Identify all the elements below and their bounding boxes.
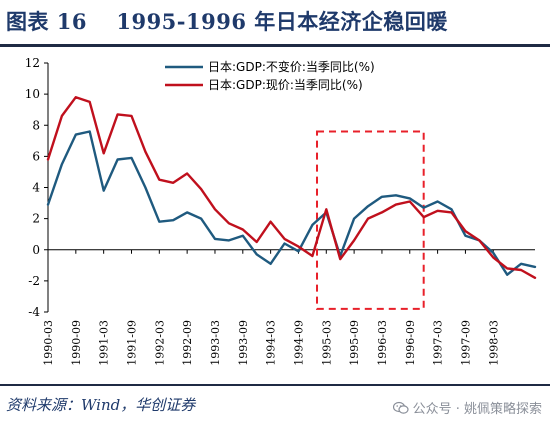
line-chart: -4 -2 0 2 4 6 8 10 12 1990-03 1990-09 1991-03 1991-0…: [25, 56, 537, 366]
x-tick-label: 1997-03: [432, 320, 445, 366]
x-tick-label: 1992-09: [181, 320, 194, 366]
legend-label: 日本:GDP:不变价:当季同比(%): [208, 59, 375, 74]
series-line-real-gdp: [46, 130, 537, 276]
x-tick-label: 1998-03: [487, 320, 500, 366]
footer-divider: [0, 384, 550, 386]
y-tick-label: 8: [32, 118, 40, 132]
legend-label: 日本:GDP:现价:当季同比(%): [208, 78, 363, 92]
x-tick-label: 1990-09: [70, 320, 83, 366]
y-tick-label: -4: [28, 305, 40, 319]
x-tick-label: 1992-03: [153, 320, 166, 366]
chart-title: 图表 16 1995-1996 年日本经济企稳回暖: [6, 9, 448, 34]
y-tick-label: 0: [32, 243, 40, 257]
watermark: 公众号 · 姚佩策略探索: [392, 398, 542, 417]
x-tick-label: 1997-09: [459, 320, 472, 366]
x-tick-label: 1994-03: [265, 320, 278, 366]
x-tick-label: 1996-09: [404, 320, 417, 366]
x-tick-label: 1991-09: [125, 320, 138, 366]
x-tick-label: 1995-03: [320, 320, 333, 366]
x-tick-label: 1991-03: [98, 320, 111, 366]
x-tick-label: 1993-09: [237, 320, 250, 366]
x-tick-label: 1996-03: [376, 320, 389, 366]
x-tick-label: 1994-09: [292, 320, 305, 366]
y-tick-label: -2: [28, 274, 40, 288]
header: 图表 16 1995-1996 年日本经济企稳回暖: [0, 0, 550, 47]
y-tick-label: 10: [25, 87, 40, 101]
x-tick-label: 1993-03: [209, 320, 222, 366]
y-tick-label: 4: [32, 181, 40, 195]
y-tick-label: 2: [32, 212, 40, 226]
y-tick-label: 6: [32, 149, 40, 163]
series-line-nominal-gdp: [46, 96, 537, 279]
x-tick-label: 1990-03: [42, 320, 55, 366]
y-tick-label: 12: [25, 56, 40, 70]
highlight-box: [316, 130, 425, 310]
watermark-text: 公众号 · 姚佩策略探索: [412, 402, 542, 417]
source-note: 资料来源：Wind，华创证券: [6, 396, 196, 414]
x-tick-label: 1995-09: [348, 320, 361, 366]
wechat-icon: [392, 401, 409, 415]
